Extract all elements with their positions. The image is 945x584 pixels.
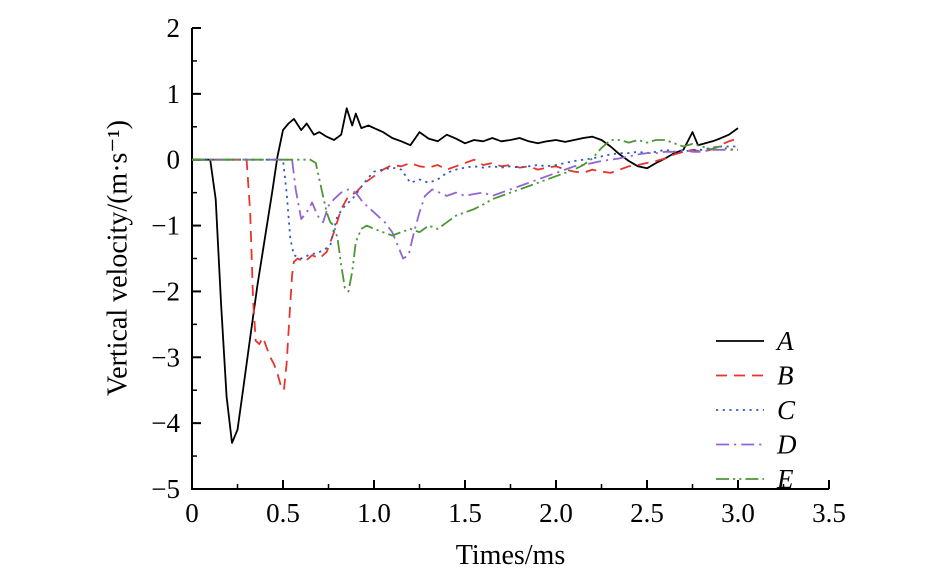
y-tick-label: 2 [167, 13, 181, 43]
x-axis-title: Times/ms [455, 540, 566, 571]
y-tick-label: −3 [151, 342, 180, 372]
legend-label-B: B [777, 361, 794, 391]
series-A-line [192, 107, 739, 444]
axes: 0 0.5 1.0 1.5 2.0 2.5 3.0 3.5 −5 −4 −3 −2 −1 0 1 2 [151, 13, 846, 528]
x-tick-label: 0.5 [266, 498, 300, 528]
y-tick-label: −2 [151, 276, 180, 306]
y-tick-label: −1 [151, 211, 180, 241]
y-tick-label: −5 [151, 474, 180, 504]
legend-label-C: C [777, 395, 796, 425]
y-tick-label: 0 [167, 145, 181, 175]
y-tick-label: 1 [167, 79, 181, 109]
x-tick-label: 2.5 [630, 498, 664, 528]
x-tick-label: 3.0 [721, 498, 755, 528]
series-E-line [192, 139, 739, 293]
x-tick-label: 3.5 [812, 498, 846, 528]
legend-label-E: E [776, 464, 794, 494]
x-tick-label: 1.5 [448, 498, 482, 528]
legend-label-D: D [776, 430, 797, 460]
x-tick-label: 1.0 [357, 498, 391, 528]
legend-label-A: A [775, 326, 794, 356]
series-C-line [192, 145, 738, 260]
y-axis-title: Vertical velocity/(m·s⁻¹) [102, 120, 134, 396]
x-tick-label: 2.0 [539, 498, 573, 528]
x-tick-label: 0 [185, 498, 199, 528]
series-D-line [192, 148, 738, 260]
y-tick-label: −4 [151, 408, 180, 438]
series-B-line [192, 137, 739, 392]
